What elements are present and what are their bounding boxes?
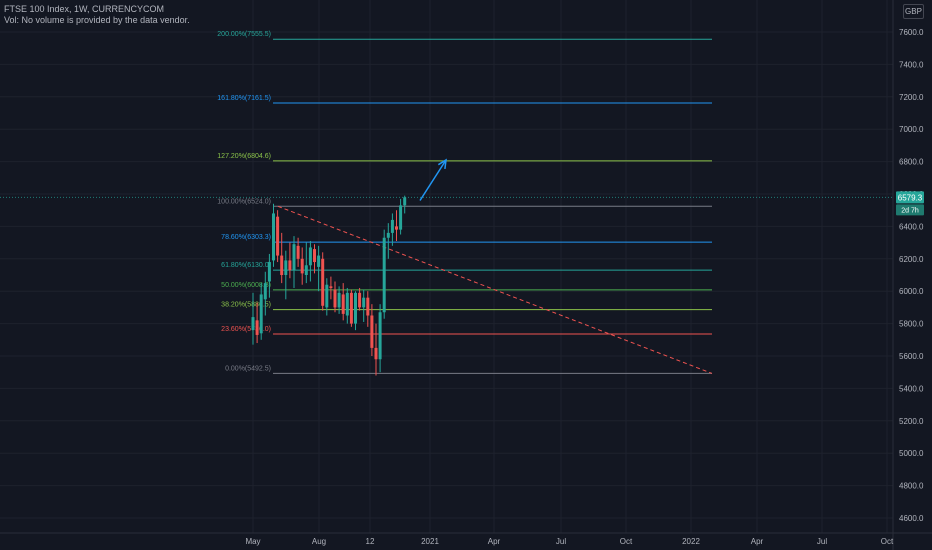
fib-level-label: 100.00%(6524.0) bbox=[217, 198, 271, 205]
candle-body bbox=[329, 286, 333, 288]
trendline bbox=[277, 205, 713, 374]
candle-body bbox=[382, 237, 386, 313]
fib-level-label: 50.00%(6008.3) bbox=[221, 282, 271, 289]
time-tick-label: Oct bbox=[620, 537, 633, 546]
price-tick-label: 4600.0 bbox=[899, 514, 924, 523]
candle-body bbox=[333, 289, 337, 308]
symbol-title[interactable]: FTSE 100 Index, 1W, CURRENCYCOM bbox=[4, 4, 165, 14]
candle-body bbox=[362, 297, 366, 308]
price-tick-label: 7200.0 bbox=[899, 93, 924, 102]
last-price-value: 6579.3 bbox=[898, 193, 923, 202]
volume-note: Vol: No volume is provided by the data v… bbox=[4, 15, 190, 25]
candle-body bbox=[276, 216, 280, 256]
price-tick-label: 5600.0 bbox=[899, 352, 924, 361]
price-tick-label: 5200.0 bbox=[899, 417, 924, 426]
candle-body bbox=[300, 258, 304, 274]
candle-body bbox=[325, 284, 329, 308]
candle-body bbox=[267, 262, 271, 282]
fib-level-label: 0.00%(5492.5) bbox=[225, 365, 271, 372]
candle-body bbox=[304, 265, 308, 275]
candle-body bbox=[255, 320, 259, 335]
time-tick-label: Apr bbox=[751, 537, 764, 546]
time-tick-label: May bbox=[245, 537, 260, 546]
candle-body bbox=[272, 213, 275, 261]
last-price-tag bbox=[896, 191, 924, 204]
candle-body bbox=[370, 315, 374, 348]
candles-layer bbox=[251, 195, 407, 376]
currency-badge[interactable]: GBP bbox=[903, 4, 924, 19]
candle-body bbox=[259, 294, 263, 334]
price-tick-label: 5800.0 bbox=[899, 320, 924, 329]
fib-level-label: 78.60%(6303.3) bbox=[221, 234, 271, 241]
candle-body bbox=[395, 226, 398, 230]
countdown-value: 2d 7h bbox=[901, 207, 919, 214]
candle-body bbox=[399, 205, 403, 230]
candle-body bbox=[284, 260, 288, 275]
projection-arrow-line bbox=[419, 159, 447, 201]
price-tick-label: 6200.0 bbox=[899, 255, 924, 264]
price-tick-label: 5400.0 bbox=[899, 384, 924, 393]
price-tick-label: 7400.0 bbox=[899, 60, 924, 69]
grid-layer bbox=[0, 0, 893, 533]
candle-body bbox=[358, 292, 362, 308]
candle-body bbox=[386, 232, 390, 238]
candle-body bbox=[349, 292, 353, 324]
candle-body bbox=[317, 255, 321, 267]
fib-level-label: 127.20%(6804.6) bbox=[217, 153, 271, 160]
candle-body bbox=[308, 247, 312, 266]
projection-arrow-head bbox=[437, 158, 447, 170]
time-tick-label: 2021 bbox=[421, 537, 439, 546]
price-tick-label: 7000.0 bbox=[899, 125, 924, 134]
candle-body bbox=[354, 292, 357, 324]
time-tick-label: 12 bbox=[366, 537, 375, 546]
time-tick-label: Jul bbox=[556, 537, 566, 546]
trendline-layer bbox=[277, 205, 713, 374]
fib-level-label: 61.80%(6130.0) bbox=[221, 262, 271, 269]
fib-level-label: 161.80%(7161.5) bbox=[217, 95, 271, 102]
chart-header: FTSE 100 Index, 1W, CURRENCYCOM Vol: No … bbox=[4, 4, 190, 26]
countdown-tag bbox=[896, 204, 924, 216]
arrow-layer bbox=[419, 158, 447, 201]
candle-body bbox=[403, 197, 407, 206]
candle-body bbox=[321, 258, 325, 306]
candle-body bbox=[366, 297, 370, 316]
candle-body bbox=[288, 260, 292, 271]
candle-body bbox=[313, 249, 316, 263]
price-tick-label: 5000.0 bbox=[899, 449, 924, 458]
candle-body bbox=[390, 219, 394, 233]
candle-body bbox=[280, 255, 284, 275]
fibonacci-layer: 200.00%(7555.5) 161.80%(7161.5) 127.20%(68… bbox=[217, 31, 712, 374]
price-tick-label: 6800.0 bbox=[899, 158, 924, 167]
price-tick-label: 7600.0 bbox=[899, 28, 924, 37]
time-tick-label: Apr bbox=[488, 537, 501, 546]
time-tick-label: 2022 bbox=[682, 537, 700, 546]
candle-body bbox=[263, 283, 267, 300]
candle-body bbox=[345, 292, 349, 316]
candle-body bbox=[292, 244, 296, 271]
candle-body bbox=[341, 294, 345, 314]
candle-body bbox=[251, 317, 255, 331]
price-tick-label: 6000.0 bbox=[899, 287, 924, 296]
candle-body bbox=[337, 292, 341, 308]
candle-body bbox=[378, 312, 382, 360]
time-tick-label: Aug bbox=[312, 537, 326, 546]
fib-level-label: 23.60%(5736.0) bbox=[221, 326, 271, 333]
time-tick-label: Oct bbox=[881, 537, 894, 546]
price-tick-label: 6400.0 bbox=[899, 222, 924, 231]
fib-level-label: 38.20%(5886.5) bbox=[221, 302, 271, 309]
candle-body bbox=[296, 245, 300, 259]
fib-level-label: 200.00%(7555.5) bbox=[217, 31, 271, 38]
candle-body bbox=[374, 347, 378, 360]
price-tick-label: 4800.0 bbox=[899, 482, 924, 491]
time-tick-label: Jul bbox=[817, 537, 827, 546]
